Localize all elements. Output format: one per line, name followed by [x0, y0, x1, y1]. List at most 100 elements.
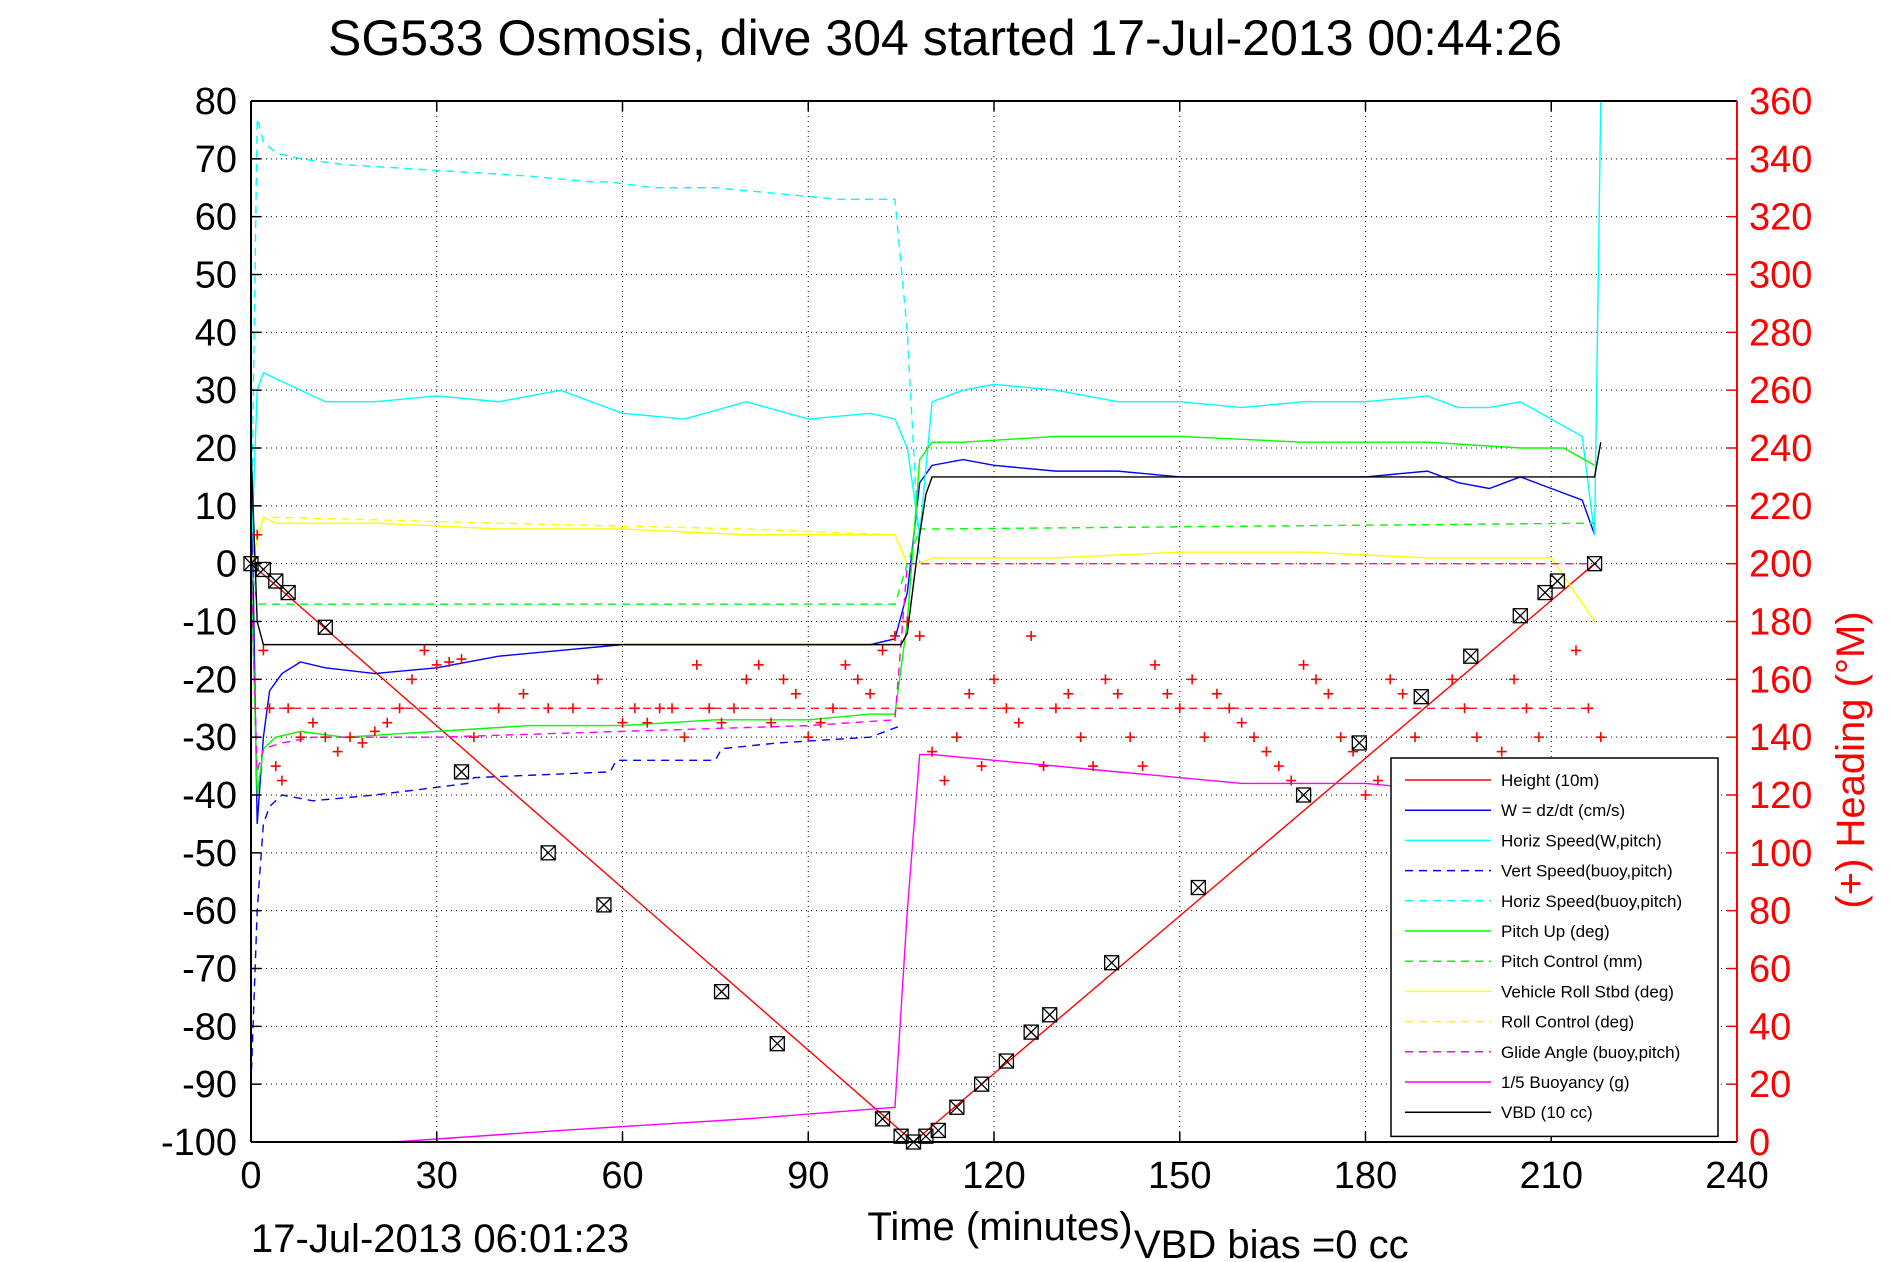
depth-marker	[874, 1111, 891, 1127]
depth-marker	[1586, 556, 1603, 572]
y-right-tick-label: 360	[1749, 81, 1812, 123]
depth-marker	[769, 1036, 785, 1052]
heading-point	[1496, 746, 1507, 757]
heading-point	[1310, 674, 1321, 685]
y-tick-label: 0	[216, 544, 237, 586]
heading-point	[1001, 703, 1012, 714]
series-line-6	[250, 522, 1595, 605]
heading-point	[877, 645, 888, 656]
depth-marker	[930, 1122, 946, 1139]
heading-point	[766, 717, 777, 728]
x-axis-label: Time (minutes)	[867, 1205, 1132, 1249]
depth-marker	[453, 764, 470, 780]
x-tick-label: 120	[962, 1155, 1025, 1197]
y-right-tick-label: 240	[1749, 428, 1812, 470]
heading-point	[518, 688, 529, 699]
x-tick-label: 150	[1148, 1155, 1211, 1197]
legend: Height (10m) W = dz/dt (cm/s) Horiz Speed(…	[1390, 757, 1719, 1138]
heading-point	[1174, 703, 1185, 714]
depth-marker	[1463, 648, 1479, 664]
heading-point	[1050, 703, 1061, 714]
heading-point	[1335, 732, 1346, 743]
grid	[251, 101, 1737, 1142]
legend-label: Pitch Up (deg)	[1501, 922, 1610, 941]
heading-point	[1447, 674, 1458, 685]
heading-point	[803, 732, 814, 743]
legend-label: Glide Angle (buoy,pitch)	[1501, 1043, 1680, 1062]
heading-point	[1224, 703, 1235, 714]
heading-point	[1038, 761, 1049, 772]
chart-title: SG533 Osmosis, dive 304 started 17-Jul-2…	[328, 10, 1562, 66]
legend-label: W = dz/dt (cm/s)	[1501, 801, 1625, 820]
y-tick-label: 50	[195, 255, 237, 297]
y-right-tick-label: 40	[1749, 1006, 1791, 1048]
x-tick-label: 240	[1705, 1155, 1768, 1197]
heading-point	[270, 761, 281, 772]
heading-point	[468, 732, 479, 743]
legend-label: Vert Speed(buoy,pitch)	[1501, 862, 1673, 881]
heading-point	[778, 674, 789, 685]
legend-label: Roll Control (deg)	[1501, 1013, 1634, 1032]
heading-point	[406, 674, 417, 685]
heading-point	[679, 732, 690, 743]
heading-point	[741, 674, 752, 685]
x-tick-label: 0	[240, 1155, 261, 1197]
y-right-tick-label: 60	[1749, 949, 1791, 991]
series-line-5	[250, 435, 1595, 796]
heading-point	[258, 645, 269, 656]
x-tick-label: 180	[1334, 1155, 1397, 1197]
y-tick-label: 70	[195, 139, 237, 181]
y-right-axis-label: (+) Heading (°M)	[1829, 611, 1873, 908]
heading-point	[456, 654, 467, 665]
y-tick-label: -100	[161, 1122, 237, 1164]
y-tick-label: -40	[182, 775, 237, 817]
heading-point	[1063, 688, 1074, 699]
heading-point	[1533, 732, 1544, 743]
heading-point	[629, 703, 640, 714]
legend-label: Vehicle Roll Stbd (deg)	[1501, 982, 1674, 1001]
heading-point	[493, 703, 504, 714]
heading-point	[1273, 761, 1284, 772]
depth-marker	[1295, 787, 1312, 803]
y-tick-label: 40	[195, 312, 237, 354]
heading-point	[1112, 688, 1123, 699]
heading-point	[1075, 732, 1086, 743]
legend-label: Height (10m)	[1501, 771, 1599, 790]
heading-point	[1571, 645, 1582, 656]
heading-point	[1397, 688, 1408, 699]
heading-point	[1410, 732, 1421, 743]
series-line-9	[250, 562, 1595, 773]
footer-note: VBD bias =0 cc	[1134, 1223, 1409, 1262]
heading-point	[889, 630, 900, 641]
heading-point	[394, 703, 405, 714]
y-right-tick-label: 120	[1749, 775, 1812, 817]
y-right-tick-label: 160	[1749, 659, 1812, 701]
series-line-11	[250, 442, 1602, 646]
heading-point	[914, 630, 925, 641]
heading-point	[1100, 674, 1111, 685]
heading-point	[840, 659, 851, 670]
legend-label: 1/5 Buoyancy (g)	[1501, 1073, 1630, 1092]
x-tick-label: 90	[787, 1155, 829, 1197]
heading-point	[543, 703, 554, 714]
y-tick-label: -30	[182, 717, 237, 759]
heading-point	[1088, 761, 1099, 772]
heading-point	[617, 717, 628, 728]
heading-point	[1013, 717, 1024, 728]
heading-point	[1360, 790, 1371, 800]
y-right-tick-label: 0	[1749, 1122, 1770, 1164]
depth-marker	[280, 584, 296, 601]
depth-marker	[1023, 1024, 1039, 1040]
series-line-10	[393, 753, 1552, 1143]
depth-marker	[998, 1053, 1015, 1069]
depth-marker	[1351, 735, 1367, 751]
heading-point	[1149, 659, 1160, 670]
y-right-tick-label: 20	[1749, 1064, 1791, 1106]
x-tick-label: 30	[416, 1155, 458, 1197]
y-right-tick-label: 220	[1749, 486, 1812, 528]
depth-marker	[1190, 879, 1206, 896]
heading-point	[790, 688, 801, 699]
heading-point	[1348, 746, 1359, 757]
y-tick-label: 20	[195, 428, 237, 470]
